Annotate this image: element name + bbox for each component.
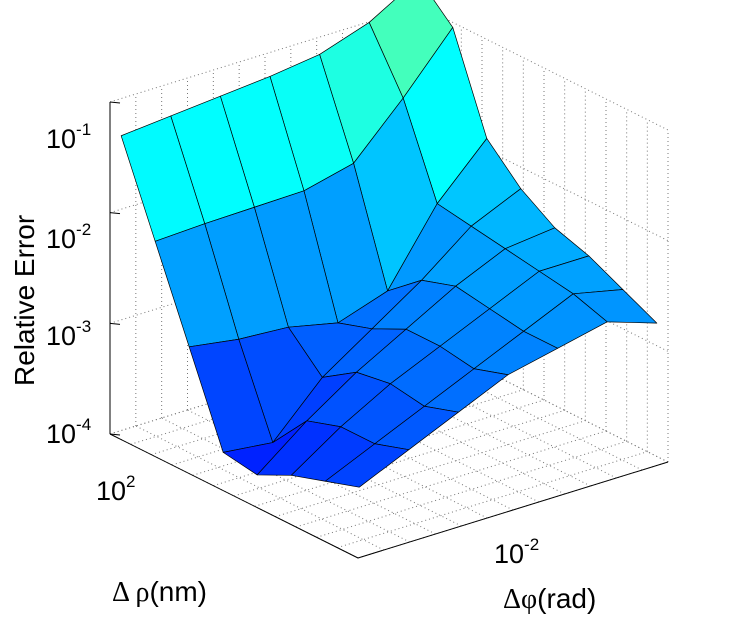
y-axis-label: Δφ(rad) bbox=[503, 583, 596, 615]
z-tick bbox=[109, 101, 121, 104]
y-tick-label: 10-2 bbox=[494, 535, 539, 569]
x-tick-label: 102 bbox=[96, 472, 136, 506]
z-tick bbox=[109, 322, 121, 325]
z-tick-label: 10-1 bbox=[46, 120, 91, 154]
x-axis-label: Δ ρ(nm) bbox=[112, 576, 207, 608]
surface-facet bbox=[324, 443, 410, 488]
z-tick-label: 10-2 bbox=[46, 220, 91, 254]
z-tick-label: 10-3 bbox=[46, 317, 91, 351]
error-surface bbox=[120, 0, 658, 488]
axis-box bbox=[109, 101, 669, 559]
z-tick bbox=[109, 212, 121, 215]
z-tick-labels: 10-1 10-2 10-3 10-4 bbox=[46, 120, 91, 449]
x-axis-line bbox=[109, 433, 359, 559]
z-axis-label: Relative Error bbox=[9, 215, 40, 386]
z-tick bbox=[109, 433, 121, 436]
y-axis-line bbox=[357, 461, 669, 559]
z-tick-label: 10-4 bbox=[46, 415, 91, 449]
